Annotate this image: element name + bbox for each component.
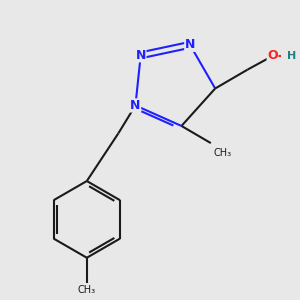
Text: H: H bbox=[287, 51, 296, 61]
Text: CH₃: CH₃ bbox=[78, 285, 96, 295]
Text: O: O bbox=[267, 50, 278, 62]
Text: N: N bbox=[130, 99, 141, 112]
Text: N: N bbox=[185, 38, 195, 51]
Text: N: N bbox=[136, 49, 146, 62]
Text: CH₃: CH₃ bbox=[213, 148, 231, 158]
